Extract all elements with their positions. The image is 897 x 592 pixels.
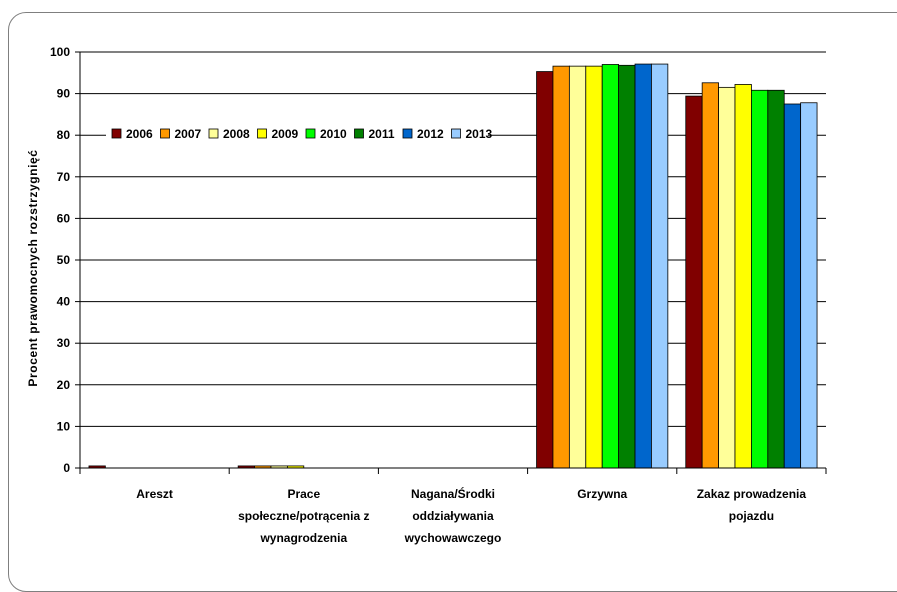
legend-label-2011: 2011 (369, 127, 395, 141)
y-tick-label: 50 (57, 253, 71, 267)
axes (75, 51, 827, 474)
legend-swatch-2009 (257, 128, 267, 139)
y-tick-label: 10 (57, 419, 71, 433)
y-tick-label: 0 (63, 461, 70, 475)
category-label-line: wychowawczego (404, 531, 502, 545)
bar-2012-cat-4 (783, 103, 802, 469)
legend-swatch-2007 (160, 128, 170, 139)
category-labels: Areszt Prace społeczne/potrącenia z wynagro… (136, 486, 806, 545)
legend-swatch-2010 (305, 128, 316, 139)
category-label-line: Prace (287, 487, 320, 501)
legend: 2006 2007 2008 2009 2010 2011 2012 2013 (106, 123, 493, 145)
y-tick-labels: 0 10 20 30 40 50 60 70 80 90 100 (50, 45, 70, 475)
category-label-line: pojazdu (729, 509, 774, 523)
bar-2012-cat-3 (634, 63, 652, 469)
bar-2006-cat-3 (536, 71, 554, 469)
category-label-line: społeczne/potrącenia z (238, 509, 369, 523)
legend-box: 2006 2007 2008 2009 2010 2011 2012 2013 (106, 123, 493, 145)
legend-label-2008: 2008 (223, 127, 250, 141)
y-tick-label: 100 (50, 45, 70, 59)
legend-background (106, 123, 488, 145)
category-label: Grzywna (577, 487, 627, 501)
category-label: Areszt (136, 487, 173, 501)
bar-2011-cat-4 (767, 89, 785, 469)
legend-swatch-2013 (451, 128, 461, 139)
category-label: Nagana/Środki oddziaływania wychowawczego (404, 486, 502, 545)
legend-label-2009: 2009 (272, 127, 299, 141)
category-label-line: Areszt (136, 487, 173, 501)
category-label-line: wynagrodzenia (259, 531, 347, 545)
y-tick-label: 80 (57, 128, 71, 142)
legend-label-2012: 2012 (417, 127, 444, 141)
y-tick-label: 30 (57, 336, 71, 350)
category-label-line: Grzywna (577, 487, 627, 501)
legend-swatch-2012 (402, 128, 413, 139)
legend-label-2007: 2007 (175, 127, 202, 141)
legend-label-2010: 2010 (320, 127, 347, 141)
category-label-line: Zakaz prowadzenia (697, 487, 807, 501)
legend-label-2013: 2013 (466, 127, 493, 141)
bar-2011-cat-3 (618, 64, 636, 469)
bar-2008-cat-3 (568, 65, 587, 469)
bar-2008-cat-4 (718, 86, 736, 469)
y-axis-label: Procent prawomocnych rozstrzygnięć (26, 149, 40, 386)
legend-label-2006: 2006 (126, 127, 153, 141)
legend-swatch-2011 (354, 128, 364, 139)
bar-2009-cat-3 (585, 65, 603, 469)
bar-2010-cat-4 (751, 89, 769, 469)
y-tick-label: 60 (57, 211, 71, 225)
bar-2013-cat-3 (651, 63, 669, 469)
bar-2010-cat-3 (601, 64, 620, 469)
bar-2007-cat-3 (552, 65, 570, 469)
bar-2006-cat-4 (685, 95, 703, 469)
category-label-line: Nagana/Środki (411, 486, 495, 501)
y-tick-label: 90 (57, 87, 71, 101)
y-tick-label: 70 (57, 170, 71, 184)
category-label: Zakaz prowadzenia pojazdu (697, 487, 807, 523)
y-tick-label: 20 (57, 378, 71, 392)
y-tick-label: 40 (57, 295, 71, 309)
legend-swatch-2008 (208, 128, 219, 139)
category-label: Prace społeczne/potrącenia z wynagrodzenia (238, 487, 369, 545)
bar-2013-cat-4 (800, 102, 818, 469)
legend-swatch-2006 (111, 128, 122, 139)
bars (88, 63, 818, 469)
bar-chart: 0 10 20 30 40 50 60 70 80 90 100 Areszt Prace społec… (26, 45, 827, 545)
bar-2009-cat-4 (734, 84, 752, 469)
bar-2007-cat-4 (701, 82, 719, 469)
category-label-line: oddziaływania (412, 509, 494, 523)
